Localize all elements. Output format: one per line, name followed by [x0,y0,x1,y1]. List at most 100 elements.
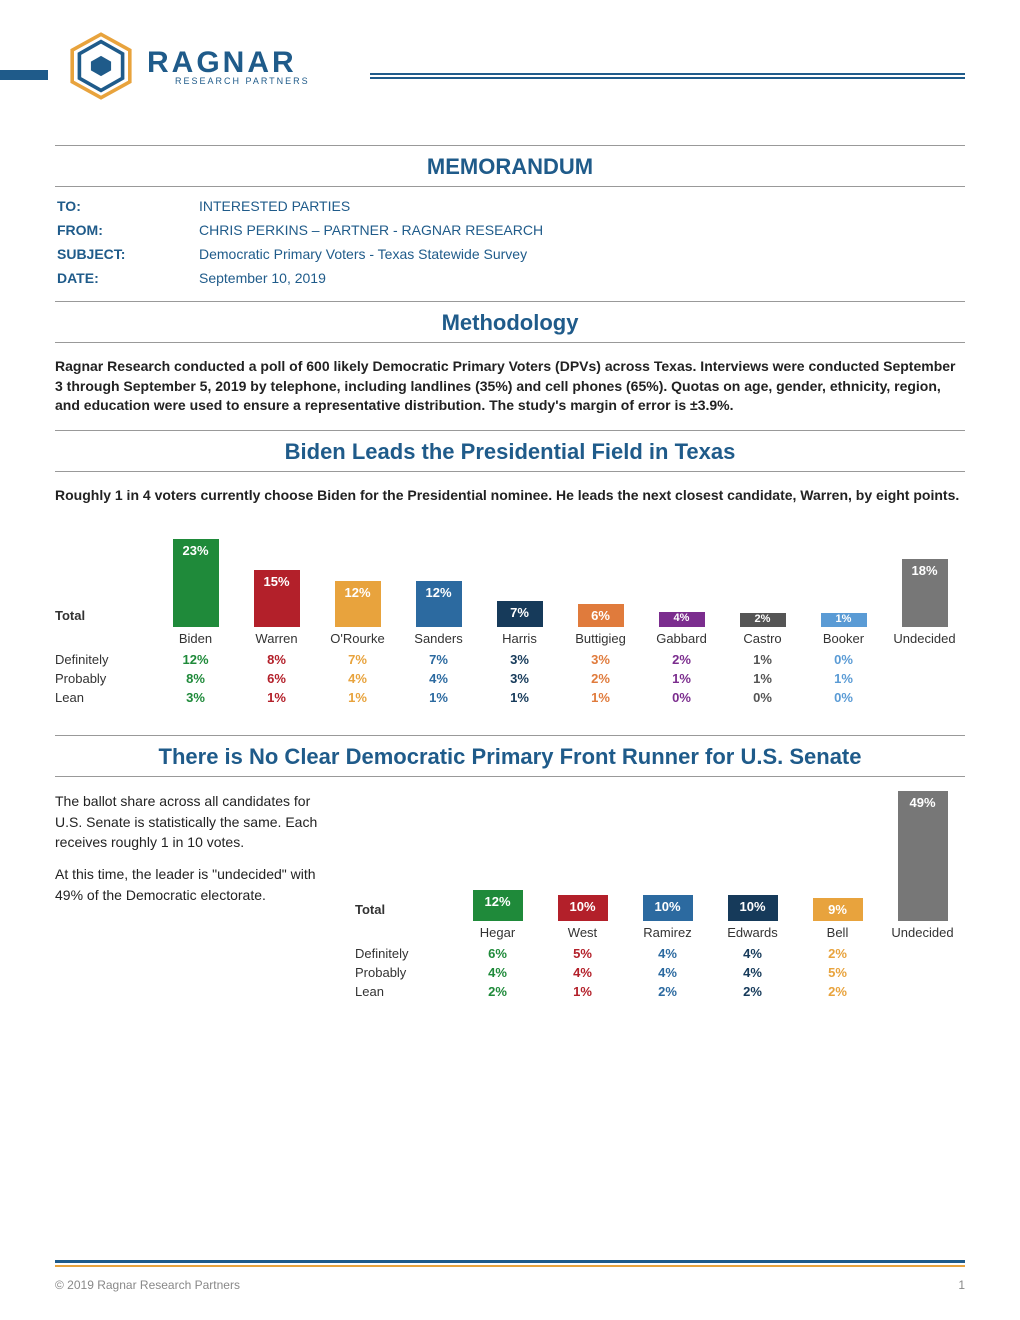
bar-pct: 49% [898,795,948,810]
breakdown-cell: 1% [479,690,560,705]
breakdown-cell: 0% [722,690,803,705]
candidate-name: Sanders [414,627,462,650]
memo-value: INTERESTED PARTIES [199,195,963,217]
bar-cell: 12% [455,791,540,921]
bar-pct: 10% [558,899,608,914]
breakdown-label: Lean [55,690,155,705]
candidate-name: Biden [179,627,212,650]
breakdown-label: Lean [355,984,455,999]
breakdown-cell: 7% [398,652,479,667]
breakdown-cell: 1% [722,671,803,686]
breakdown-cell: 1% [236,690,317,705]
breakdown-cell: 3% [479,652,560,667]
methodology-text: Ragnar Research conducted a poll of 600 … [55,343,965,430]
breakdown-cell: 0% [803,690,884,705]
candidate-name: O'Rourke [330,627,385,650]
bar: 7% [497,601,543,628]
bar-pct: 6% [578,608,624,623]
bar: 1% [821,613,867,627]
pres-title: Biden Leads the Presidential Field in Te… [55,431,965,471]
footer: © 2019 Ragnar Research Partners 1 [55,1278,965,1292]
bar-cell: 9% [795,791,880,921]
breakdown-cell: 1% [803,671,884,686]
candidate-name: Ramirez [643,921,691,944]
bar: 12% [416,581,462,627]
bar-pct: 10% [728,899,778,914]
footer-rule [0,1260,1020,1268]
bar-pct: 4% [659,612,705,624]
footer-page: 1 [958,1278,965,1292]
breakdown-cell: 6% [236,671,317,686]
breakdown-cell: 7% [317,652,398,667]
breakdown-cell: 1% [317,690,398,705]
breakdown-cell: 1% [560,690,641,705]
bar-pct: 7% [497,605,543,620]
bar-cell: 12% [398,539,479,627]
bar: 23% [173,539,219,627]
breakdown-cell: 4% [710,946,795,961]
candidate-name: Edwards [727,921,778,944]
breakdown-cell [880,946,965,961]
senate-text: The ballot share across all candidates f… [55,791,335,1001]
senate-chart: Total12%10%10%10%9%49%HegarWestRamirezEd… [355,791,965,1001]
candidate-name: Warren [255,627,297,650]
breakdown-cell: 8% [236,652,317,667]
brand-subtitle: RESEARCH PARTNERS [175,76,310,86]
breakdown-cell: 4% [625,965,710,980]
memo-label: FROM: [57,219,197,241]
breakdown-cell: 2% [455,984,540,999]
memo-label: SUBJECT: [57,243,197,265]
breakdown-cell: 2% [795,946,880,961]
candidate-name: Buttigieg [575,627,626,650]
candidate-name: Harris [502,627,537,650]
breakdown-cell: 1% [641,671,722,686]
breakdown-label: Definitely [355,946,455,961]
breakdown-cell: 4% [710,965,795,980]
breakdown-cell: 0% [641,690,722,705]
memo-meta-table: TO:INTERESTED PARTIESFROM:CHRIS PERKINS … [55,193,965,291]
document-content: MEMORANDUM TO:INTERESTED PARTIESFROM:CHR… [55,145,965,1001]
bar-pct: 12% [416,585,462,600]
memo-label: DATE: [57,267,197,289]
candidate-name: Castro [743,627,781,650]
breakdown-cell: 3% [479,671,560,686]
breakdown-cell: 3% [560,652,641,667]
memo-label: TO: [57,195,197,217]
breakdown-cell: 2% [625,984,710,999]
logo-icon [65,30,137,102]
breakdown-cell [884,690,965,705]
bar: 6% [578,604,624,627]
breakdown-cell: 1% [398,690,479,705]
bar-pct: 15% [254,574,300,589]
breakdown-cell [880,965,965,980]
bar-pct: 18% [902,563,948,578]
bar: 10% [558,895,608,922]
bar: 18% [902,559,948,628]
bar-cell: 10% [710,791,795,921]
breakdown-cell: 1% [722,652,803,667]
breakdown-label: Probably [355,965,455,980]
candidate-name: Undecided [893,627,955,650]
bar-pct: 9% [813,902,863,917]
breakdown-cell: 0% [803,652,884,667]
methodology-title: Methodology [55,302,965,342]
header-rule-right [370,73,965,79]
breakdown-cell: 2% [795,984,880,999]
candidate-name: Booker [823,627,864,650]
breakdown-cell: 12% [155,652,236,667]
breakdown-cell: 4% [398,671,479,686]
breakdown-cell: 2% [641,652,722,667]
breakdown-cell [880,984,965,999]
breakdown-cell: 5% [540,946,625,961]
senate-para2: At this time, the leader is "undecided" … [55,864,335,905]
bar-cell: 6% [560,539,641,627]
bar: 12% [473,890,523,922]
breakdown-cell: 4% [625,946,710,961]
bar-cell: 1% [803,539,884,627]
breakdown-cell: 6% [455,946,540,961]
bar: 10% [728,895,778,922]
presidential-chart: Total23%15%12%12%7%6%4%2%1%18%BidenWarre… [55,539,965,707]
bar-cell: 10% [540,791,625,921]
breakdown-cell: 1% [540,984,625,999]
bar-pct: 2% [740,613,786,625]
